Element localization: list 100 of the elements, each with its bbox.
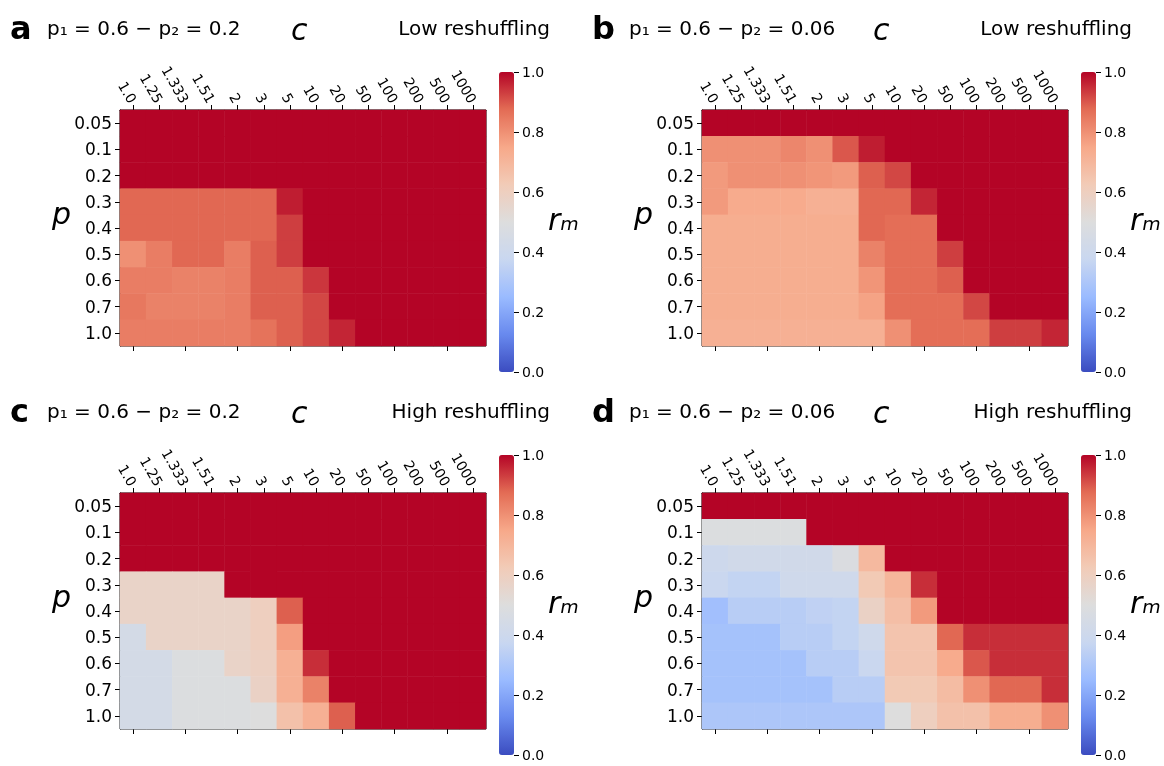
y-tick-label: 0.05 (656, 496, 694, 517)
y-tick-label: 0.4 (84, 601, 112, 621)
x-axis-title: c (873, 11, 890, 47)
y-tick-label: 0.4 (666, 601, 694, 621)
y-tick-label: 0.7 (84, 296, 112, 317)
color-bar-label: 0.8 (1104, 124, 1127, 140)
x-tick-label: 10 (882, 465, 905, 489)
y-tick-label: 0.4 (84, 218, 112, 238)
y-tick-label: 0.3 (666, 191, 694, 212)
y-axis-title: p (51, 578, 72, 614)
y-tick-label: 1.0 (84, 322, 112, 343)
y-tick-label: 0.3 (666, 574, 694, 595)
x-tick-label: 5 (278, 473, 297, 489)
y-tick-label: 0.3 (84, 574, 112, 595)
y-tick-label: 0.2 (84, 548, 112, 569)
chart-title: p₁ = 0.6 − p₂ = 0.2 (47, 399, 241, 423)
y-tick-label: 0.4 (666, 218, 694, 238)
text: b (592, 9, 615, 47)
x-tick-label: 2 (226, 473, 245, 489)
x-tick-label: 10 (300, 82, 323, 106)
y-tick-label: 0.6 (84, 653, 112, 674)
y-tick-label: 0.5 (666, 244, 694, 265)
color-bar-label: 0.4 (1104, 244, 1127, 260)
x-tick-label: 5 (278, 90, 297, 106)
x-tick-label: 2 (808, 473, 827, 489)
x-tick-label: 1.0 (697, 461, 722, 489)
color-bar-label: 0.6 (1104, 567, 1127, 583)
y-tick-label: 0.1 (84, 522, 112, 543)
y-tick-label: 0.05 (74, 113, 112, 134)
color-bar-label: 0.2 (1104, 687, 1127, 703)
color-bar-title: rₘ (1130, 584, 1162, 620)
y-tick-label: 0.1 (84, 139, 112, 160)
x-tick-label: 10 (300, 465, 323, 489)
x-tick-label: 50 (934, 82, 958, 106)
color-bar-label: 0.4 (522, 627, 545, 643)
x-tick-label: 10 (882, 82, 905, 106)
x-tick-label: 5 (860, 473, 879, 489)
x-tick-label: 50 (352, 465, 376, 489)
color-bar-label: 0.2 (522, 687, 545, 703)
y-tick-label: 1.0 (666, 705, 694, 726)
x-tick-label: 20 (908, 82, 932, 106)
x-tick-label: 2 (808, 90, 827, 106)
x-axis-title: c (291, 394, 308, 430)
text: d (592, 392, 615, 430)
color-bar-label: 0.0 (522, 747, 545, 763)
y-tick-label: 0.05 (656, 113, 694, 134)
chart-subtitle: Low reshuffling (980, 16, 1133, 40)
color-bar-label: 0.6 (522, 184, 545, 200)
y-tick-label: 0.2 (666, 165, 694, 186)
x-tick-label: 1.0 (697, 78, 722, 106)
x-tick-label: 3 (834, 473, 853, 489)
color-bar-label: 0.2 (1104, 304, 1127, 320)
x-axis-title: c (873, 394, 890, 430)
x-tick-label: 1.0 (115, 78, 140, 106)
y-tick-label: 0.7 (84, 679, 112, 700)
y-tick-label: 0.1 (666, 139, 694, 160)
chart-title: p₁ = 0.6 − p₂ = 0.06 (629, 16, 836, 40)
y-tick-label: 0.2 (84, 165, 112, 186)
x-tick-label: 50 (934, 465, 958, 489)
color-bar-label: 0.6 (1104, 184, 1127, 200)
color-bar-label: 0.8 (1104, 507, 1127, 523)
x-tick-label: 20 (326, 82, 350, 106)
y-tick-label: 1.0 (84, 705, 112, 726)
y-axis-title: p (51, 195, 72, 231)
y-tick-label: 1.0 (666, 322, 694, 343)
y-tick-label: 0.1 (666, 522, 694, 543)
x-tick-label: 5 (860, 90, 879, 106)
y-tick-label: 0.7 (666, 296, 694, 317)
color-bar-title: rₘ (1130, 201, 1162, 237)
color-bar-title: rₘ (548, 201, 580, 237)
color-bar-label: 0.4 (522, 244, 545, 260)
color-bar-label: 0.8 (522, 507, 545, 523)
y-tick-label: 0.2 (666, 548, 694, 569)
y-axis-title: p (633, 578, 654, 614)
text: a (10, 9, 32, 47)
x-tick-label: 20 (908, 465, 932, 489)
y-tick-label: 0.5 (666, 627, 694, 648)
color-bar-label: 0.0 (522, 364, 545, 380)
color-bar-label: 0.4 (1104, 627, 1127, 643)
x-tick-label: 50 (352, 82, 376, 106)
x-tick-label: 20 (326, 465, 350, 489)
y-tick-label: 0.05 (74, 496, 112, 517)
color-bar-label: 0.6 (522, 567, 545, 583)
y-tick-label: 0.3 (84, 191, 112, 212)
x-tick-label: 3 (834, 90, 853, 106)
x-tick-label: 2 (226, 90, 245, 106)
color-bar-title: rₘ (548, 584, 580, 620)
chart-subtitle: High reshuffling (973, 399, 1133, 423)
y-tick-label: 0.6 (666, 270, 694, 291)
x-tick-label: 1.0 (115, 461, 140, 489)
x-tick-label: 3 (252, 473, 271, 489)
color-bar-label: 0.0 (1104, 364, 1127, 380)
y-tick-label: 0.6 (84, 270, 112, 291)
y-tick-label: 0.7 (666, 679, 694, 700)
y-tick-label: 0.5 (84, 244, 112, 265)
color-bar-label: 0.0 (1104, 747, 1127, 763)
y-tick-label: 0.5 (84, 627, 112, 648)
y-axis-title: p (633, 195, 654, 231)
x-axis-title: c (291, 11, 308, 47)
color-bar-label: 0.2 (522, 304, 545, 320)
